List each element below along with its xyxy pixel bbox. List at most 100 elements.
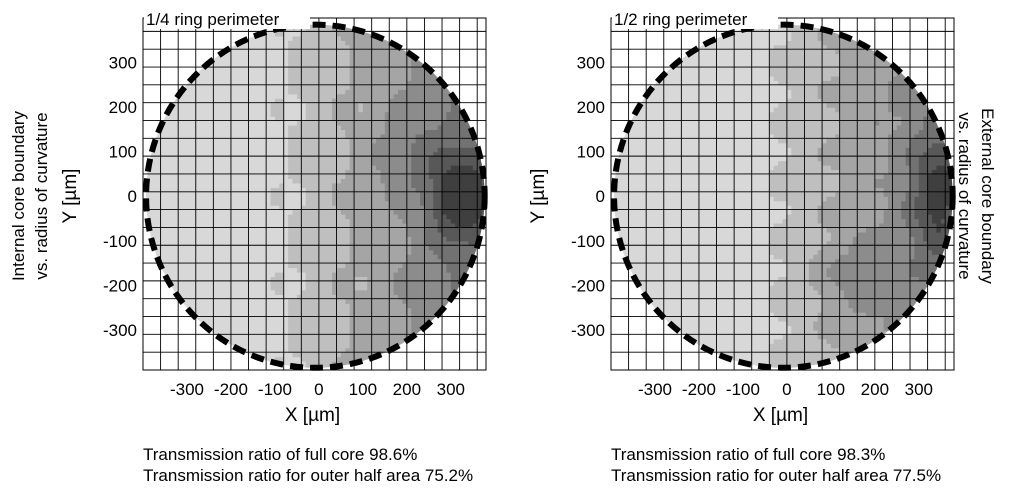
contour-cell	[349, 191, 355, 197]
contour-cell	[367, 124, 373, 130]
contour-cell	[380, 80, 386, 86]
contour-cell	[164, 147, 170, 153]
contour-cell	[336, 347, 342, 353]
contour-cell	[340, 151, 346, 157]
contour-cell	[345, 169, 351, 175]
contour-cell	[398, 325, 404, 331]
contour-cell	[345, 205, 351, 211]
contour-cell	[402, 165, 408, 171]
contour-cell	[208, 173, 214, 180]
contour-cell	[283, 280, 289, 286]
contour-cell	[376, 84, 382, 90]
contour-cell	[151, 218, 157, 224]
contour-cell	[200, 124, 206, 130]
contour-cell	[283, 173, 289, 180]
contour-cell	[296, 231, 302, 237]
contour-cell	[402, 298, 408, 304]
contour-cell	[248, 71, 254, 77]
contour-cell	[222, 35, 228, 41]
contour-cell	[371, 124, 377, 130]
contour-cell	[279, 187, 285, 193]
contour-cell	[169, 49, 175, 55]
contour-cell	[371, 84, 377, 90]
contour-cell	[327, 285, 333, 291]
contour-cell	[389, 338, 395, 344]
contour-cell	[182, 231, 188, 237]
contour-cell	[239, 280, 245, 286]
contour-cell	[182, 356, 188, 362]
contour-cell	[310, 334, 316, 340]
contour-cell	[160, 160, 166, 166]
contour-cell	[191, 294, 197, 300]
contour-cell	[402, 133, 408, 139]
contour-cell	[235, 196, 241, 202]
contour-cell	[398, 236, 404, 242]
contour-cell	[257, 138, 263, 144]
contour-cell	[226, 160, 232, 166]
contour-cell	[213, 231, 219, 237]
contour-cell	[222, 316, 228, 322]
contour-cell	[274, 231, 280, 237]
contour-cell	[213, 236, 219, 242]
contour-cell	[169, 116, 175, 122]
contour-cell	[415, 218, 421, 224]
contour-cell	[327, 24, 333, 28]
contour-cell	[340, 71, 346, 77]
contour-cell	[200, 53, 206, 59]
contour-cell	[327, 320, 333, 327]
contour-cell	[146, 245, 148, 251]
contour-cell	[296, 160, 302, 166]
contour-cell	[305, 343, 311, 349]
contour-cell	[415, 209, 421, 215]
contour-cell	[367, 280, 373, 286]
contour-cell	[195, 173, 201, 180]
contour-cell	[371, 338, 377, 344]
contour-cell	[389, 320, 395, 327]
contour-cell	[332, 271, 338, 278]
contour-cell	[217, 107, 223, 113]
contour-cell	[283, 111, 289, 117]
contour-cell	[173, 129, 179, 135]
contour-cell	[340, 205, 346, 211]
contour-cell	[186, 156, 192, 162]
contour-cell	[283, 240, 289, 246]
contour-cell	[384, 280, 390, 286]
contour-cell	[244, 347, 250, 353]
contour-cell	[371, 218, 377, 224]
contour-cell	[305, 231, 311, 237]
contour-cell	[239, 361, 245, 367]
contour-cell	[354, 218, 360, 224]
contour-cell	[384, 196, 390, 202]
contour-cell	[186, 214, 192, 220]
contour-cell	[332, 142, 338, 148]
contour-cell	[327, 276, 333, 282]
contour-cell	[261, 347, 267, 353]
contour-cell	[146, 209, 148, 215]
contour-cell	[248, 307, 254, 313]
contour-cell	[217, 267, 223, 273]
contour-cell	[217, 200, 223, 206]
contour-cell	[235, 44, 241, 50]
contour-cell	[358, 191, 364, 197]
contour-cell	[327, 214, 333, 220]
contour-cell	[415, 222, 421, 229]
contour-cell	[173, 187, 179, 193]
contour-cell	[288, 58, 294, 64]
contour-cell	[371, 129, 377, 135]
contour-cell	[301, 263, 307, 269]
contour-cell	[318, 303, 324, 309]
contour-cell	[332, 312, 338, 318]
contour-cell	[367, 307, 373, 313]
contour-cell	[279, 285, 285, 291]
contour-cell	[257, 156, 263, 162]
contour-cell	[244, 267, 250, 273]
contour-cell	[340, 93, 346, 99]
contour-cell	[178, 116, 184, 122]
contour-cell	[354, 263, 360, 269]
contour-cell	[358, 40, 364, 46]
contour-cell	[389, 343, 395, 349]
contour-cell	[191, 111, 197, 117]
contour-cell	[310, 111, 316, 117]
contour-cell	[274, 236, 280, 242]
contour-cell	[279, 222, 285, 229]
